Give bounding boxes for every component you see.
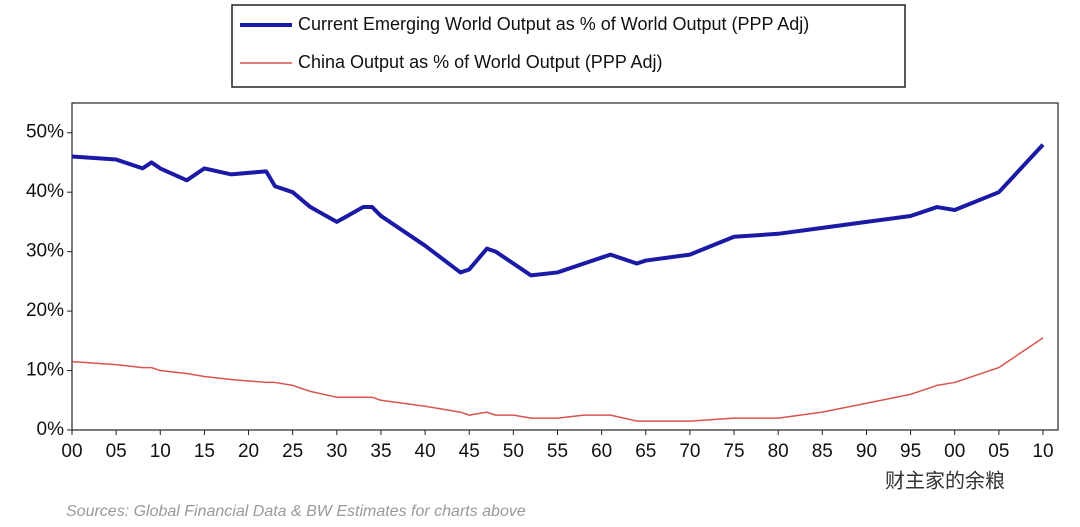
x-tick-label: 90 xyxy=(856,441,877,462)
y-tick-label: 50% xyxy=(26,122,64,143)
y-tick-label: 0% xyxy=(37,419,65,440)
legend-box xyxy=(231,4,906,88)
x-tick-label: 10 xyxy=(150,441,171,462)
x-tick-label: 00 xyxy=(61,441,82,462)
series-line xyxy=(71,337,1044,422)
plot-frame xyxy=(71,102,1059,431)
x-tick-label: 65 xyxy=(635,441,656,462)
x-tick-label: 45 xyxy=(459,441,480,462)
source: Sources: Global Financial Data & BW Esti… xyxy=(66,503,526,520)
x-tick-label: 30 xyxy=(326,441,347,462)
x-tick-label: 50 xyxy=(503,441,524,462)
x-tick-label: 75 xyxy=(723,441,744,462)
x-tick-label: 35 xyxy=(370,441,391,462)
legend-label: China Output as % of World Output (PPP A… xyxy=(298,52,663,72)
x-tick-label: 40 xyxy=(415,441,436,462)
x-tick-label: 25 xyxy=(282,441,303,462)
x-tick-label: 20 xyxy=(238,441,259,462)
series-line xyxy=(71,143,1045,278)
x-tick-label: 05 xyxy=(988,441,1009,462)
watermark: 财主家的余粮 xyxy=(885,469,1005,492)
x-tick-label: 85 xyxy=(812,441,833,462)
legend-label: Current Emerging World Output as % of Wo… xyxy=(298,14,809,34)
x-tick-label: 10 xyxy=(1032,441,1053,462)
y-tick-label: 10% xyxy=(26,360,64,381)
x-tick-label: 70 xyxy=(679,441,700,462)
x-tick-label: 60 xyxy=(591,441,612,462)
y-tick-label: 20% xyxy=(26,300,64,321)
x-tick-label: 55 xyxy=(547,441,568,462)
y-tick-label: 30% xyxy=(26,241,64,262)
x-tick-label: 80 xyxy=(768,441,789,462)
y-tick-label: 40% xyxy=(26,181,64,202)
x-tick-label: 05 xyxy=(106,441,127,462)
x-tick-label: 00 xyxy=(944,441,965,462)
x-tick-label: 15 xyxy=(194,441,215,462)
x-tick-label: 95 xyxy=(900,441,921,462)
